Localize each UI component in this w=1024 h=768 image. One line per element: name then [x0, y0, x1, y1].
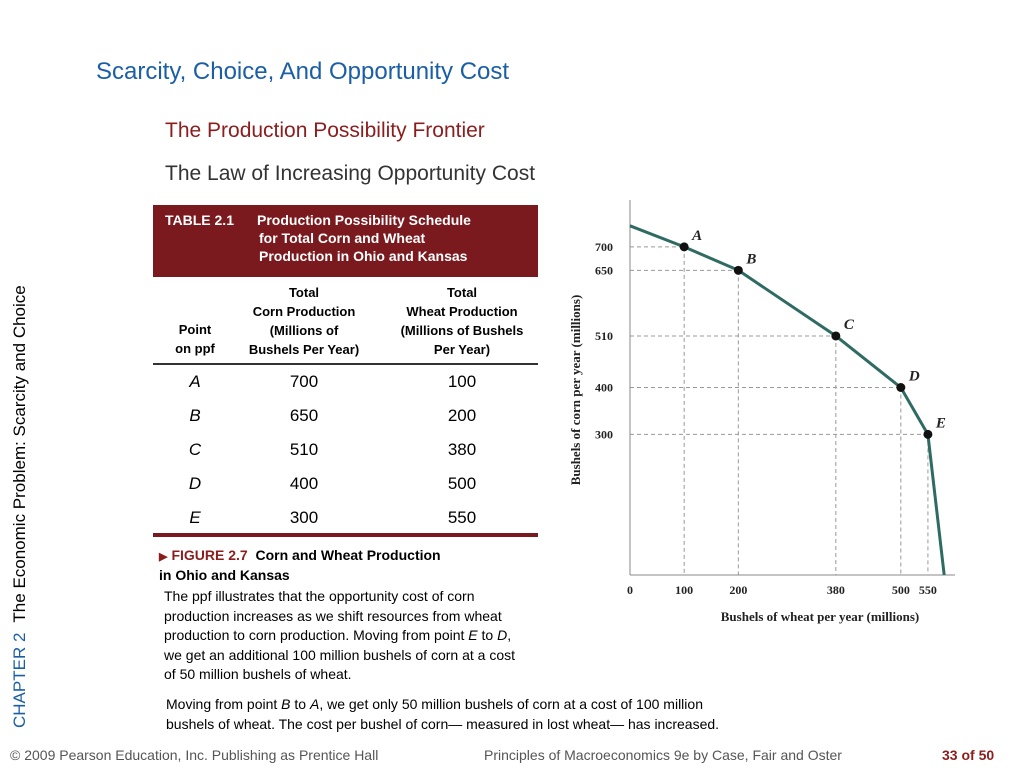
- figure-caption-title-line2: in Ohio and Kansas: [159, 567, 290, 583]
- text-run: , we get only 50 million bushels of corn…: [319, 696, 703, 712]
- point-label: E: [935, 415, 946, 431]
- data-point: [923, 429, 933, 439]
- cell-point: C: [188, 440, 202, 459]
- cell-point: D: [188, 474, 202, 493]
- x-tick-label: 100: [675, 583, 693, 597]
- figure-caption-title: Corn and Wheat Production: [255, 547, 441, 563]
- cell-corn: 650: [289, 406, 319, 425]
- cell-point: A: [189, 372, 201, 391]
- x-tick-label: 500: [892, 583, 910, 597]
- header-line: Total: [288, 285, 320, 300]
- data-point: [896, 383, 906, 392]
- figure-label: FIGURE 2.7: [171, 547, 248, 563]
- point-ref: D: [497, 627, 508, 644]
- description-line: production to corn production. Moving fr…: [164, 626, 596, 646]
- text-run: Moving from point: [166, 696, 282, 712]
- header-line: Corn Production: [252, 304, 356, 319]
- origin-label: 0: [627, 583, 633, 597]
- description-line: The ppf illustrates that the opportunity…: [164, 588, 475, 604]
- header-line: Wheat Production: [406, 304, 518, 319]
- cell-corn: 510: [289, 440, 319, 459]
- table-header-divider: [153, 363, 538, 365]
- header-line: (Millions of: [269, 323, 339, 338]
- cell-corn: 700: [289, 372, 319, 391]
- point-ref: B: [281, 696, 291, 712]
- point-label: C: [844, 317, 855, 333]
- point-ref: A: [309, 696, 320, 712]
- ppf-chart: A B C D E 700 650 510 400 300 100 200 380 500 550 0 B…: [568, 200, 955, 624]
- header-line: (Millions of Bushels: [400, 323, 524, 338]
- header-line: on ppf: [175, 341, 215, 356]
- text-run: to: [477, 627, 498, 644]
- footer-book-title: Principles of Macroeconomics 9e by Case,…: [484, 747, 842, 763]
- table-label: TABLE 2.1: [165, 212, 234, 228]
- header-line: Point: [178, 322, 212, 337]
- x-tick-label: 200: [729, 583, 747, 597]
- table-title-bar: TABLE 2.1 Production Possibility Schedule…: [153, 205, 538, 277]
- figure-description: The ppf illustrates that the opportunity…: [164, 587, 596, 685]
- data-point: [733, 265, 743, 275]
- cell-wheat: 380: [447, 440, 477, 459]
- cell-wheat: 200: [447, 406, 477, 425]
- y-tick-label: 650: [595, 263, 613, 277]
- text-run: production to corn production. Moving fr…: [164, 627, 469, 644]
- table-bottom-rule: [153, 533, 538, 537]
- chapter-title: The Economic Problem: Scarcity and Choic…: [10, 285, 29, 623]
- point-ref: E: [468, 627, 478, 644]
- cell-point: E: [189, 508, 201, 527]
- header-line: Total: [446, 285, 478, 300]
- description-line: we get an additional 100 million bushels…: [164, 646, 515, 663]
- y-tick-label: 510: [595, 329, 613, 343]
- slide-subtitle-secondary: The Law of Increasing Opportunity Cost: [165, 162, 536, 185]
- cell-corn: 300: [289, 508, 319, 527]
- figure-description-continued: Moving from point B to A, we get only 50…: [166, 695, 866, 734]
- point-label: B: [745, 251, 756, 267]
- cell-point: B: [189, 406, 201, 425]
- x-tick-label: 380: [827, 583, 845, 597]
- description-line: production increases as we shift resourc…: [164, 607, 502, 624]
- data-point: [679, 242, 689, 252]
- point-label: A: [691, 228, 702, 244]
- text-run: ,: [507, 627, 512, 644]
- cell-corn: 400: [289, 474, 319, 493]
- cell-wheat: 550: [447, 508, 477, 527]
- y-tick-label: 300: [595, 427, 613, 441]
- header-line: Bushels Per Year): [248, 342, 360, 357]
- data-point: [831, 331, 841, 341]
- page-number: 33 of 50: [942, 747, 995, 763]
- footer-copyright: © 2009 Pearson Education, Inc. Publishin…: [10, 747, 379, 763]
- cell-wheat: 500: [447, 474, 477, 493]
- column-header-wheat: Total Wheat Production (Millions of Bush…: [384, 283, 540, 359]
- triangle-bullet-icon: ▶: [159, 551, 168, 563]
- column-header-point: Point on ppf: [155, 320, 235, 358]
- chapter-sidebar: CHAPTER 2 The Economic Problem: Scarcity …: [3, 208, 37, 728]
- x-axis-label: Bushels of wheat per year (millions): [721, 609, 920, 624]
- y-axis-label: Bushels of corn per year (millions): [568, 295, 583, 486]
- y-tick-label: 700: [595, 240, 613, 254]
- ppf-curve: [629, 224, 946, 576]
- cell-wheat: 100: [447, 372, 477, 391]
- chapter-number: CHAPTER 2: [10, 632, 29, 728]
- figure-caption: ▶ FIGURE 2.7 Corn and Wheat Production in…: [159, 546, 589, 584]
- table-title-line: Production in Ohio and Kansas: [259, 248, 468, 264]
- header-line: Per Year): [433, 342, 491, 357]
- text-run: to: [290, 696, 310, 712]
- description-line: of 50 million bushels of wheat.: [164, 666, 352, 683]
- slide-subtitle: The Production Possibility Frontier: [165, 119, 485, 142]
- description-line: bushels of wheat. The cost per bushel of…: [166, 715, 720, 732]
- description-line: Moving from point B to A, we get only 50…: [166, 695, 866, 715]
- x-tick-label: 550: [919, 583, 937, 597]
- table-title-line: Production Possibility Schedule: [257, 212, 471, 228]
- y-tick-label: 400: [595, 381, 613, 395]
- table-title-line: for Total Corn and Wheat: [259, 230, 426, 246]
- point-label: D: [908, 369, 920, 385]
- slide-title: Scarcity, Choice, And Opportunity Cost: [96, 58, 510, 85]
- column-header-corn: Total Corn Production (Millions of Bushe…: [230, 283, 378, 359]
